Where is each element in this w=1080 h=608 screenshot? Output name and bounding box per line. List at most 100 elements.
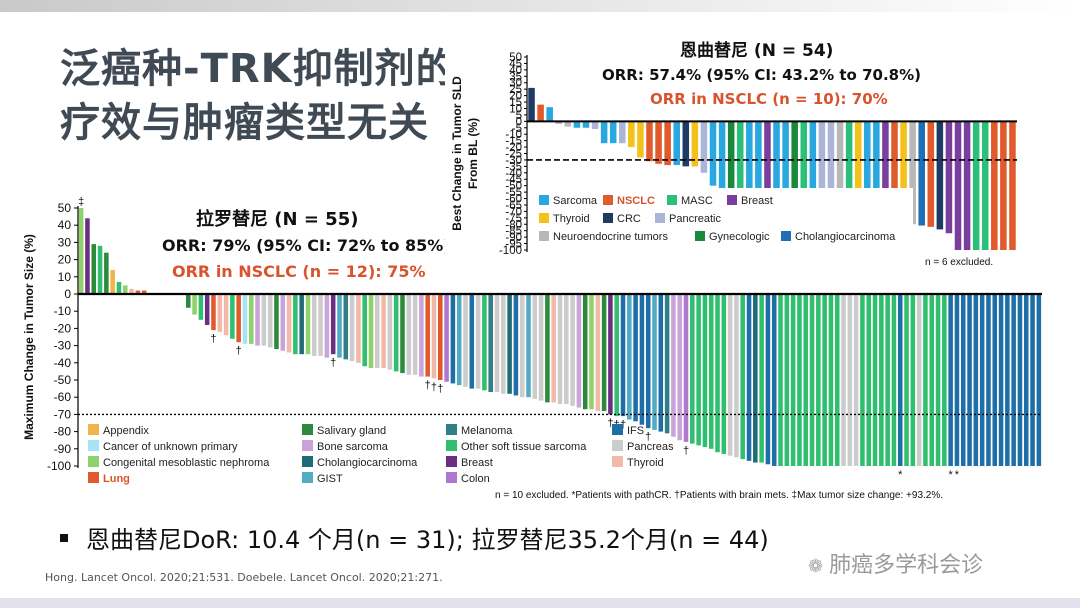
laro-bar [948, 294, 953, 466]
laro-bar [381, 294, 386, 368]
laro-y-tick-label: -90 [54, 442, 72, 456]
laro-bar [135, 290, 141, 294]
laro-bar [501, 294, 506, 394]
laro-bar [312, 294, 317, 356]
laro-y-tick-label: -60 [54, 390, 72, 404]
entr-bar [709, 121, 717, 186]
laro-legend-swatch [88, 456, 99, 467]
entr-footnote: n = 6 excluded. [925, 257, 993, 268]
dor-bullet: 恩曲替尼DoR: 10.4 个月(n = 31); 拉罗替尼35.2个月(n =… [60, 520, 769, 555]
laro-legend-label: IFS [627, 425, 644, 437]
laro-y-axis-label: Maximum Change in Tumor Size (%) [22, 234, 36, 440]
laro-bar [337, 294, 342, 358]
entr-bar [854, 121, 862, 214]
entr-y-tick-label: -10 [505, 129, 522, 141]
laro-bar [444, 294, 449, 382]
entr-bar [682, 121, 690, 167]
laro-bar [431, 294, 437, 379]
laro-bar [104, 252, 109, 294]
laro-bar [753, 294, 758, 463]
laro-legend-label: Bone sarcoma [317, 441, 389, 453]
entr-bar [918, 121, 925, 226]
laro-bar-marker: * [898, 469, 903, 481]
entr-bar [809, 121, 817, 208]
laro-bar [727, 294, 733, 456]
laro-bar [897, 294, 903, 466]
slide-title-line2: 疗效与肿瘤类型无关 [60, 100, 429, 146]
entr-y-tick-label: 15 [509, 97, 522, 109]
laro-bar [362, 294, 367, 367]
laro-legend-label: Other soft tissue sarcoma [461, 441, 587, 453]
bottom-decor-bar [0, 598, 1080, 608]
laro-legend-label: Pancreas [627, 441, 674, 453]
laro-bar [293, 294, 298, 355]
entr-bar [836, 121, 844, 209]
larotrectinib-waterfall-chart: 50403020100-10-20-30-40-50-60-70-80-90-1… [22, 196, 1042, 501]
laro-bar [211, 294, 216, 331]
laro-bar [129, 288, 134, 294]
entr-y-tick-label: -90 [505, 232, 522, 244]
laro-y-tick-label: -30 [54, 339, 72, 353]
laro-bar-marker: † [437, 383, 443, 395]
laro-bar [809, 294, 815, 466]
laro-bar [696, 294, 701, 446]
laro-bar [141, 290, 147, 294]
laro-footnote: n = 10 excluded. *Patients with pathCR. … [495, 490, 943, 501]
entr-y-tick-label: 40 [509, 65, 522, 77]
entr-y-tick-label: 50 [509, 52, 522, 64]
laro-bar [816, 294, 821, 466]
laro-bar [97, 245, 103, 294]
entr-bar [609, 121, 617, 144]
laro-bar [803, 294, 808, 466]
laro-bar [91, 244, 97, 294]
laro-bar [771, 294, 777, 466]
laro-bar [475, 294, 481, 389]
entr-y-tick-label: -55 [505, 187, 522, 199]
laro-y-tick-label: 20 [58, 253, 72, 267]
laro-bar [1011, 294, 1016, 466]
laro-bar [375, 294, 380, 368]
entr-bar [646, 121, 653, 162]
laro-bar [456, 294, 462, 386]
entr-bar [782, 121, 789, 200]
laro-y-tick-label: -10 [54, 304, 72, 318]
entr-legend-swatch [695, 231, 705, 241]
laro-bar [532, 294, 538, 399]
laro-bar [513, 294, 519, 396]
laro-bar [343, 294, 349, 360]
laro-bar [916, 294, 922, 466]
laro-bar [494, 294, 500, 393]
laro-bar [834, 294, 840, 466]
laro-bar [122, 285, 128, 294]
laro-bar [85, 218, 90, 294]
laro-bar [589, 294, 594, 410]
entr-legend-swatch [603, 213, 613, 223]
laro-bar-marker: † [620, 419, 626, 431]
laro-bar [721, 294, 727, 454]
laro-bar [677, 294, 682, 441]
laro-bar [715, 294, 720, 453]
laro-bar [318, 294, 323, 356]
laro-y-tick-label: -20 [54, 321, 72, 335]
entr-y-tick-label: -5 [512, 123, 522, 135]
laro-bar [564, 294, 569, 405]
entr-bar [800, 121, 808, 205]
laro-legend-label: Salivary gland [317, 425, 386, 437]
laro-legend-swatch [302, 472, 313, 483]
laro-bar [740, 294, 745, 460]
laro-bar [425, 294, 430, 377]
laro-legend-swatch [302, 456, 313, 467]
entr-bar [746, 121, 753, 195]
laro-legend-swatch [302, 424, 313, 435]
entr-bar [664, 121, 671, 166]
entr-bar [637, 121, 644, 158]
entr-legend-label: Neuroendocrine tumors [553, 231, 668, 243]
laro-bar [601, 294, 607, 411]
entr-bar [718, 121, 726, 189]
laro-bar [78, 208, 84, 294]
laro-bar [545, 294, 550, 403]
entr-y-tick-label: -35 [505, 161, 522, 173]
laro-nsclc-orr-text: ORR in NSCLC (n = 12): 75% [172, 262, 426, 281]
laro-chart-title: 拉罗替尼 (N = 55) [196, 209, 359, 230]
entr-y-tick-label: -45 [505, 174, 522, 186]
